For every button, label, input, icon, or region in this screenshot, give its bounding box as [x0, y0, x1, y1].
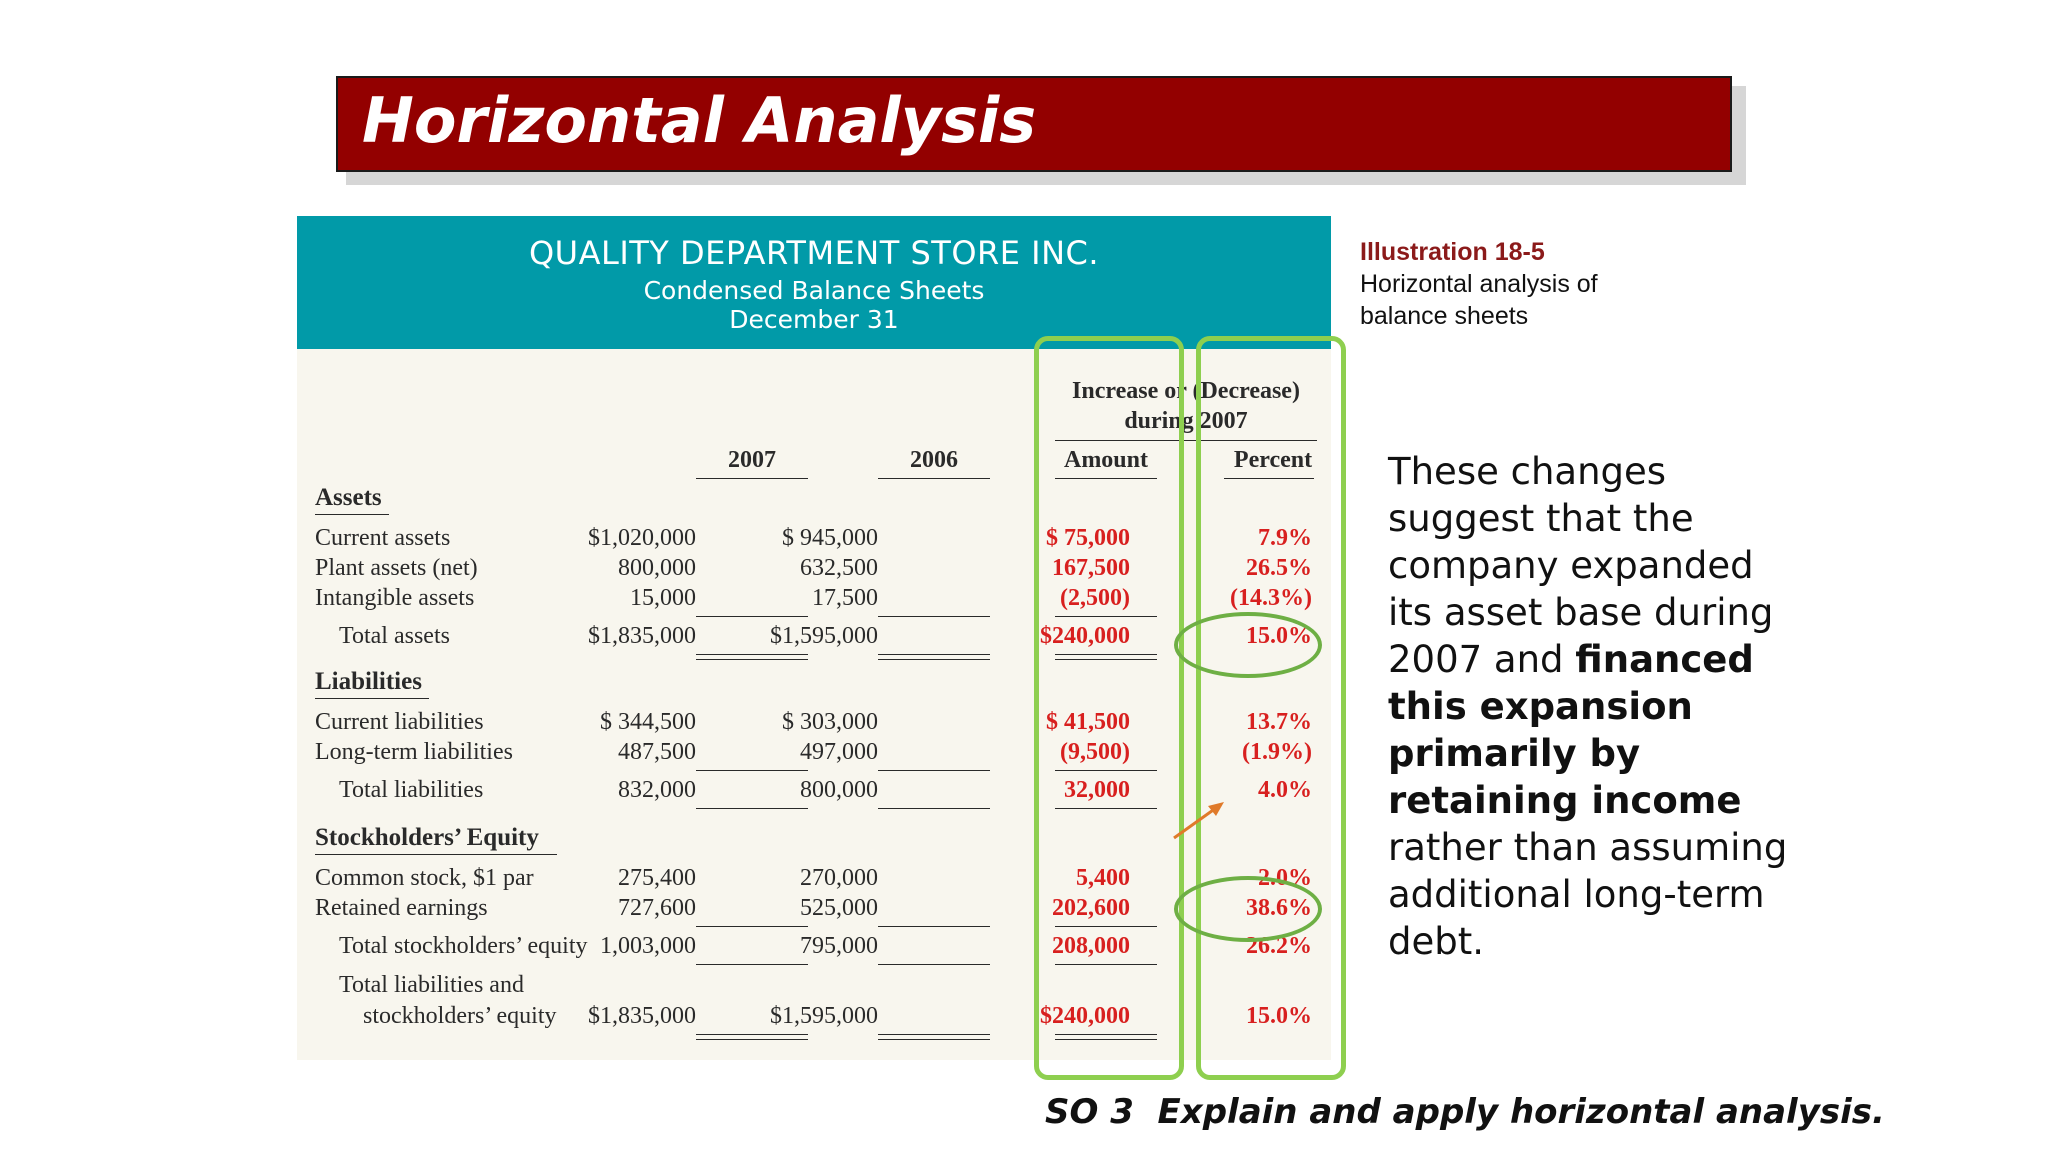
subtotal-rule: [1055, 616, 1157, 617]
subtotal-rule: [696, 964, 808, 965]
title-bar: Horizontal Analysis: [336, 76, 1732, 172]
subtotal-rule: [1055, 926, 1157, 927]
section-equity-underline: [315, 854, 557, 855]
total-double-rule: [878, 1034, 990, 1040]
total-double-rule: [878, 654, 990, 660]
retained-earnings-percent-circle: [1174, 876, 1322, 942]
company-name: QUALITY DEPARTMENT STORE INC.: [528, 234, 1100, 272]
subtotal-rule: [696, 770, 808, 771]
illustration-number: Illustration 18-5: [1360, 238, 1545, 266]
arrow-icon: [1173, 802, 1224, 840]
study-objective-footer: SO 3 Explain and apply horizontal analys…: [1045, 1092, 1885, 1132]
statement-date: December 31: [729, 305, 899, 334]
illustration-caption: Horizontal analysis of balance sheets: [1360, 270, 1598, 330]
subtotal-rule: [1055, 964, 1157, 965]
balance-sheet-illustration: QUALITY DEPARTMENT STORE INC. Condensed …: [297, 216, 1331, 1060]
column-header-amount: Amount: [1063, 447, 1148, 473]
total-double-rule: [1055, 1034, 1157, 1040]
slide-title: Horizontal Analysis: [362, 84, 1037, 157]
note-text-part1: These changes suggest that the company e…: [1388, 450, 1774, 681]
statement-header: QUALITY DEPARTMENT STORE INC. Condensed …: [297, 216, 1331, 349]
explanation-note: These changes suggest that the company e…: [1388, 448, 1808, 965]
note-text-emphasis: financed this expansion primarily by ret…: [1388, 638, 1754, 822]
total-double-rule: [696, 654, 808, 660]
subtotal-rule: [878, 770, 990, 771]
subtotal-rule: [878, 926, 990, 927]
header-rule-2007: [696, 478, 808, 479]
column-header-2006: 2006: [910, 447, 958, 473]
column-header-percent: Percent: [1233, 447, 1313, 473]
header-rule-percent: [1224, 478, 1314, 479]
percent-column-highlight: [1196, 336, 1346, 1080]
subtotal-rule: [696, 808, 808, 809]
change-header-rule: [1055, 440, 1317, 441]
total-double-rule: [1055, 654, 1157, 660]
section-liabilities-underline: [315, 698, 429, 699]
total-assets-percent-circle: [1174, 612, 1322, 678]
change-header-line2: during 2007: [1124, 408, 1248, 434]
subtotal-rule: [696, 926, 808, 927]
statement-subtitle: Condensed Balance Sheets: [643, 276, 985, 305]
section-liabilities: Liabilities: [315, 668, 422, 695]
total-double-rule: [696, 1034, 808, 1040]
subtotal-rule: [878, 808, 990, 809]
header-rule-2006: [878, 478, 990, 479]
section-equity: Stockholders’ Equity: [315, 824, 539, 851]
section-assets-underline: [315, 514, 389, 515]
header-rule-amount: [1055, 478, 1157, 479]
note-text-part2: rather than assuming additional long-ter…: [1388, 826, 1788, 963]
subtotal-rule: [878, 616, 990, 617]
change-header-line1: Increase or (Decrease): [1072, 378, 1300, 404]
amount-column-highlight: [1034, 336, 1184, 1080]
section-assets: Assets: [315, 484, 382, 511]
subtotal-rule: [1055, 808, 1157, 809]
subtotal-rule: [696, 616, 808, 617]
subtotal-rule: [1055, 770, 1157, 771]
column-header-2007: 2007: [728, 447, 776, 473]
subtotal-rule: [878, 964, 990, 965]
